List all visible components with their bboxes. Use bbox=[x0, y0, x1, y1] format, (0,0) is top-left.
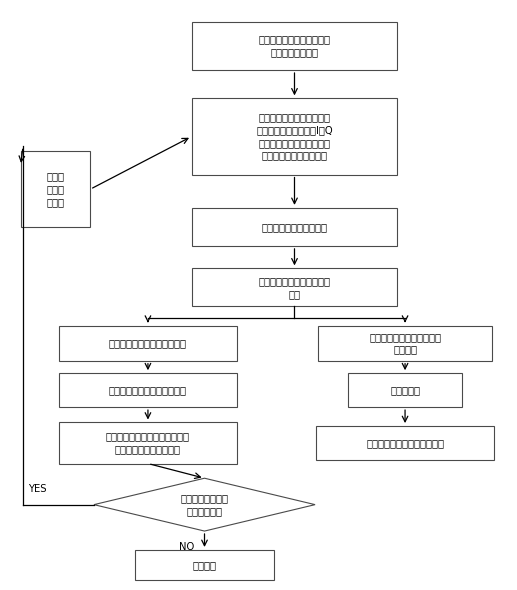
Text: 输入信号通过软件滤波器进
入常开软件锁相环: 输入信号通过软件滤波器进 入常开软件锁相环 bbox=[258, 35, 330, 57]
FancyBboxPatch shape bbox=[135, 550, 274, 581]
Text: 通过低通滤波器输出信号质量: 通过低通滤波器输出信号质量 bbox=[366, 438, 444, 448]
Text: 将输入信号分别与两个软件
压控振荡器相乘，分为I、Q
两路，再分别通过软件低通
滤波器输入至反正切电路: 将输入信号分别与两个软件 压控振荡器相乘，分为I、Q 两路，再分别通过软件低通 … bbox=[256, 112, 333, 160]
Text: 控制逻辑单元判断
频率是否超界: 控制逻辑单元判断 频率是否超界 bbox=[180, 493, 229, 516]
FancyBboxPatch shape bbox=[21, 151, 90, 228]
Text: 振荡器的一路输出频率，另一路
输出控制软件压控振荡器: 振荡器的一路输出频率，另一路 输出控制软件压控振荡器 bbox=[106, 431, 190, 454]
Text: 反正切电路计算出相位差: 反正切电路计算出相位差 bbox=[262, 222, 327, 232]
FancyBboxPatch shape bbox=[348, 373, 462, 407]
Text: 信号积分，输出频率溢出标志: 信号积分，输出频率溢出标志 bbox=[109, 385, 187, 395]
Text: 通过低通滤波器消除瞬步噪音: 通过低通滤波器消除瞬步噪音 bbox=[109, 338, 187, 348]
FancyBboxPatch shape bbox=[59, 373, 237, 407]
FancyBboxPatch shape bbox=[192, 99, 398, 175]
FancyBboxPatch shape bbox=[59, 326, 237, 360]
Text: NO: NO bbox=[179, 542, 194, 552]
Text: 通过高通滤波器得到频率差
异的波动: 通过高通滤波器得到频率差 异的波动 bbox=[369, 332, 441, 355]
FancyBboxPatch shape bbox=[192, 22, 398, 70]
Text: 选择备
用软件
锁相环: 选择备 用软件 锁相环 bbox=[47, 172, 65, 207]
FancyBboxPatch shape bbox=[192, 268, 398, 306]
Polygon shape bbox=[94, 478, 315, 531]
FancyBboxPatch shape bbox=[317, 326, 493, 360]
Text: 计算绝对值: 计算绝对值 bbox=[390, 385, 420, 395]
Text: 对相位差进行微分得到频率
差异: 对相位差进行微分得到频率 差异 bbox=[258, 276, 330, 299]
FancyBboxPatch shape bbox=[59, 422, 237, 464]
FancyBboxPatch shape bbox=[316, 426, 494, 460]
Text: YES: YES bbox=[28, 484, 47, 494]
Text: 输出结果: 输出结果 bbox=[192, 560, 217, 570]
FancyBboxPatch shape bbox=[192, 208, 398, 246]
